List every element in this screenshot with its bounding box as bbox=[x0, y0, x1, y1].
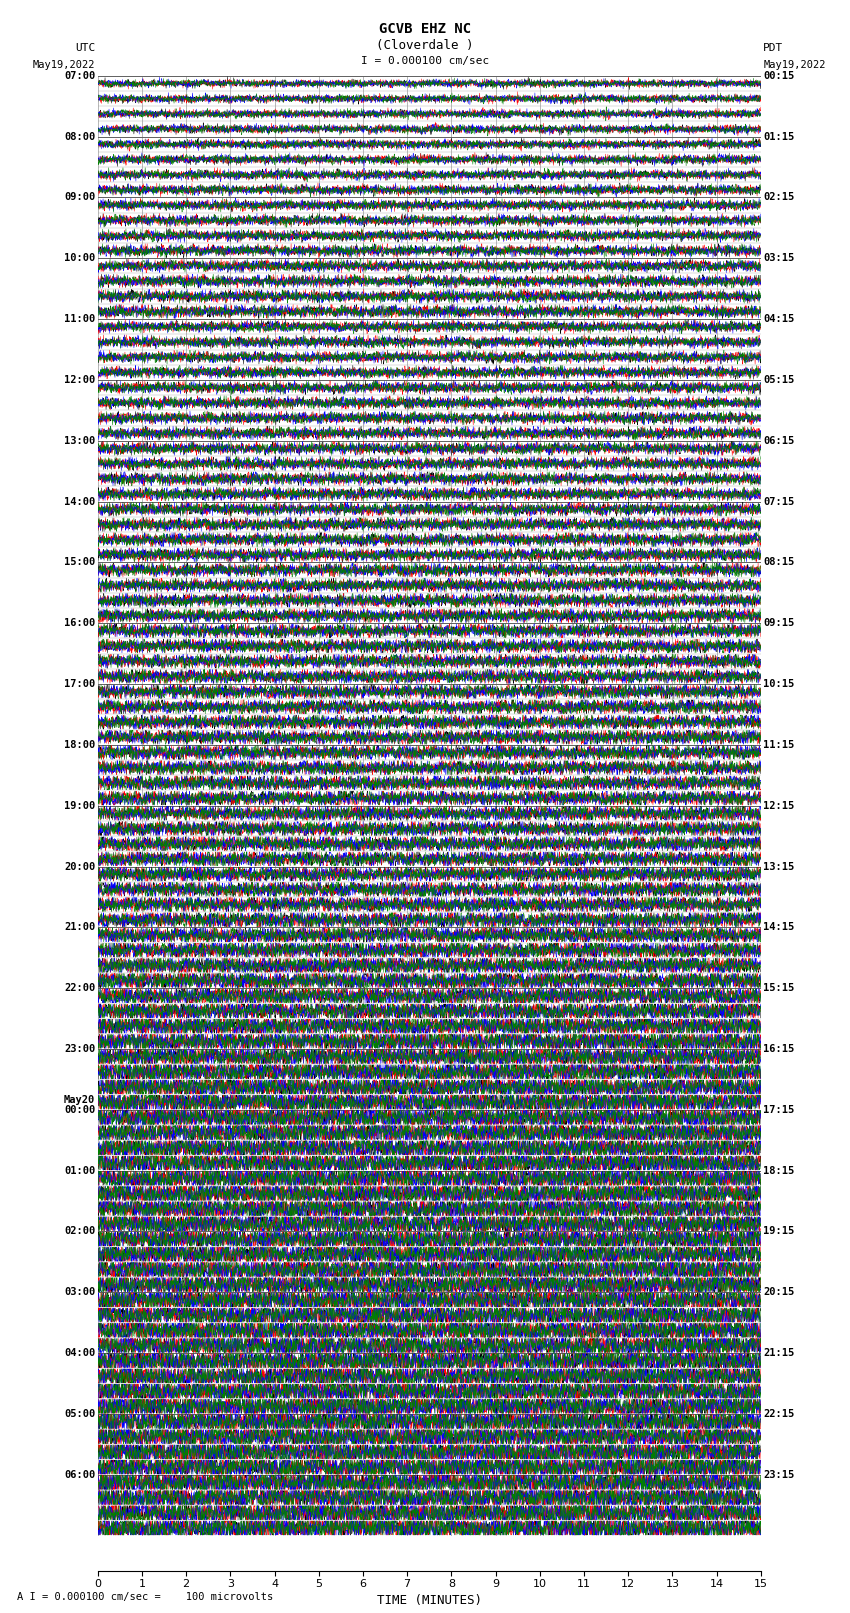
Text: 12:00: 12:00 bbox=[64, 374, 95, 386]
Text: 05:15: 05:15 bbox=[763, 374, 795, 386]
Text: 04:15: 04:15 bbox=[763, 315, 795, 324]
Text: 08:15: 08:15 bbox=[763, 558, 795, 568]
Text: 15:15: 15:15 bbox=[763, 984, 795, 994]
Text: 00:00: 00:00 bbox=[64, 1105, 95, 1115]
Text: 20:00: 20:00 bbox=[64, 861, 95, 871]
Text: 18:15: 18:15 bbox=[763, 1166, 795, 1176]
Text: 11:00: 11:00 bbox=[64, 315, 95, 324]
Text: 06:15: 06:15 bbox=[763, 436, 795, 445]
Text: A I = 0.000100 cm/sec =    100 microvolts: A I = 0.000100 cm/sec = 100 microvolts bbox=[17, 1592, 273, 1602]
Text: 07:15: 07:15 bbox=[763, 497, 795, 506]
Text: 08:00: 08:00 bbox=[64, 132, 95, 142]
Text: I = 0.000100 cm/sec: I = 0.000100 cm/sec bbox=[361, 56, 489, 66]
Text: 07:00: 07:00 bbox=[64, 71, 95, 81]
Text: 05:00: 05:00 bbox=[64, 1408, 95, 1419]
Text: 13:00: 13:00 bbox=[64, 436, 95, 445]
X-axis label: TIME (MINUTES): TIME (MINUTES) bbox=[377, 1594, 482, 1607]
Text: 09:00: 09:00 bbox=[64, 192, 95, 203]
Text: 10:00: 10:00 bbox=[64, 253, 95, 263]
Text: UTC: UTC bbox=[75, 44, 95, 53]
Text: 21:00: 21:00 bbox=[64, 923, 95, 932]
Text: 12:15: 12:15 bbox=[763, 800, 795, 811]
Text: 19:15: 19:15 bbox=[763, 1226, 795, 1237]
Text: PDT: PDT bbox=[763, 44, 784, 53]
Text: 01:15: 01:15 bbox=[763, 132, 795, 142]
Text: 16:00: 16:00 bbox=[64, 618, 95, 627]
Text: GCVB EHZ NC: GCVB EHZ NC bbox=[379, 23, 471, 35]
Text: 13:15: 13:15 bbox=[763, 861, 795, 871]
Text: 23:00: 23:00 bbox=[64, 1044, 95, 1053]
Text: 20:15: 20:15 bbox=[763, 1287, 795, 1297]
Text: 02:00: 02:00 bbox=[64, 1226, 95, 1237]
Text: 14:15: 14:15 bbox=[763, 923, 795, 932]
Text: (Cloverdale ): (Cloverdale ) bbox=[377, 39, 473, 52]
Text: 18:00: 18:00 bbox=[64, 740, 95, 750]
Text: 21:15: 21:15 bbox=[763, 1348, 795, 1358]
Text: 15:00: 15:00 bbox=[64, 558, 95, 568]
Text: 06:00: 06:00 bbox=[64, 1469, 95, 1479]
Text: 14:00: 14:00 bbox=[64, 497, 95, 506]
Text: May19,2022: May19,2022 bbox=[763, 60, 826, 69]
Text: 17:15: 17:15 bbox=[763, 1105, 795, 1115]
Text: 17:00: 17:00 bbox=[64, 679, 95, 689]
Text: 22:15: 22:15 bbox=[763, 1408, 795, 1419]
Text: 09:15: 09:15 bbox=[763, 618, 795, 627]
Text: May20: May20 bbox=[64, 1095, 95, 1105]
Text: 22:00: 22:00 bbox=[64, 984, 95, 994]
Text: 19:00: 19:00 bbox=[64, 800, 95, 811]
Text: May19,2022: May19,2022 bbox=[32, 60, 95, 69]
Text: 02:15: 02:15 bbox=[763, 192, 795, 203]
Text: 10:15: 10:15 bbox=[763, 679, 795, 689]
Text: 04:00: 04:00 bbox=[64, 1348, 95, 1358]
Text: 03:00: 03:00 bbox=[64, 1287, 95, 1297]
Text: 16:15: 16:15 bbox=[763, 1044, 795, 1053]
Text: 03:15: 03:15 bbox=[763, 253, 795, 263]
Text: 11:15: 11:15 bbox=[763, 740, 795, 750]
Text: 00:15: 00:15 bbox=[763, 71, 795, 81]
Text: 01:00: 01:00 bbox=[64, 1166, 95, 1176]
Text: 23:15: 23:15 bbox=[763, 1469, 795, 1479]
